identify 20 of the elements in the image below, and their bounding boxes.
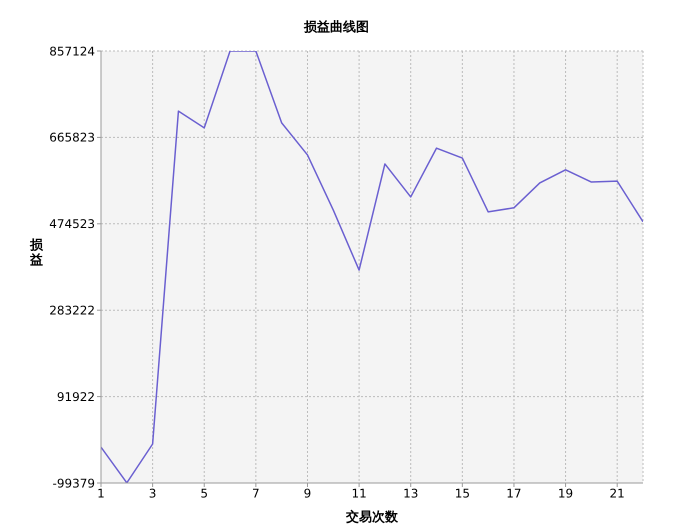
x-tick-label: 1 bbox=[97, 486, 105, 501]
x-tick-label: 21 bbox=[610, 486, 625, 501]
x-tick-label: 19 bbox=[558, 486, 574, 501]
x-tick-label: 7 bbox=[252, 486, 260, 501]
x-tick-label: 15 bbox=[454, 486, 470, 501]
x-tick-label: 9 bbox=[304, 486, 312, 501]
y-tick-label: -99379 bbox=[52, 476, 95, 490]
chart-title: 损益曲线图 bbox=[302, 19, 370, 36]
y-tick-label: 857124 bbox=[49, 44, 95, 58]
y-axis-title: 损益 bbox=[30, 238, 44, 268]
y-tick-label: 283222 bbox=[49, 303, 95, 318]
y-tick-label: 91922 bbox=[56, 390, 95, 404]
x-tick-label: 13 bbox=[403, 486, 418, 501]
y-tick-label: 665823 bbox=[49, 130, 95, 145]
x-tick-label: 5 bbox=[200, 486, 208, 501]
x-tick-label: 11 bbox=[351, 486, 367, 501]
x-tick-label: 17 bbox=[506, 486, 522, 501]
y-tick-label: 474523 bbox=[49, 217, 95, 232]
x-axis-title: 交易次数 bbox=[345, 508, 399, 526]
x-tick-label: 3 bbox=[148, 486, 156, 501]
